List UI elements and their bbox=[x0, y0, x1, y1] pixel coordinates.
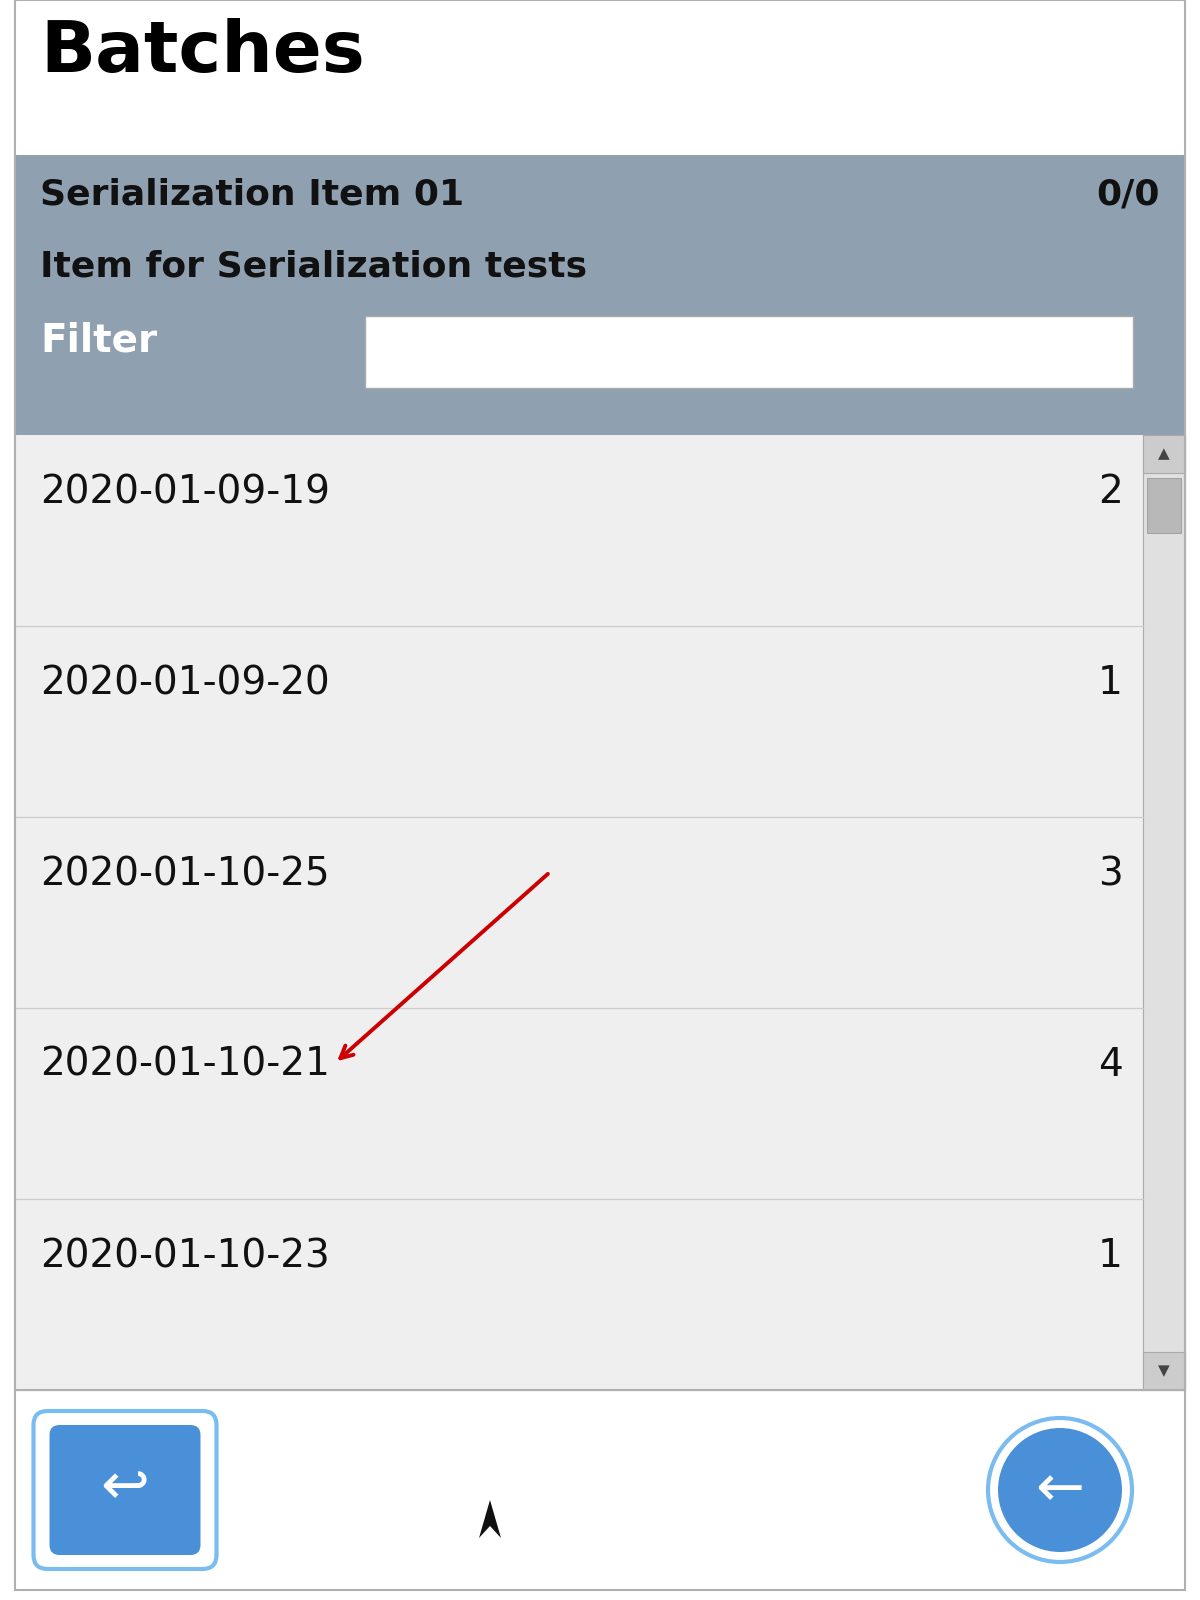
Text: Serialization Item 01: Serialization Item 01 bbox=[40, 178, 464, 211]
Bar bbox=[14, 155, 1186, 435]
Text: ▼: ▼ bbox=[1158, 1363, 1170, 1379]
Text: Batches: Batches bbox=[40, 18, 365, 86]
Bar bbox=[14, 0, 1186, 1390]
FancyBboxPatch shape bbox=[34, 1411, 216, 1570]
Bar bbox=[14, 435, 1186, 1390]
Text: 2: 2 bbox=[1098, 474, 1123, 510]
Circle shape bbox=[988, 1418, 1132, 1562]
Text: 1: 1 bbox=[1098, 1237, 1123, 1275]
Bar bbox=[365, 317, 1133, 389]
Text: 2020-01-09-20: 2020-01-09-20 bbox=[40, 664, 330, 702]
Text: 2020-01-10-21: 2020-01-10-21 bbox=[40, 1046, 330, 1085]
FancyBboxPatch shape bbox=[49, 1426, 200, 1555]
Text: ←: ← bbox=[1036, 1461, 1085, 1518]
Text: Item for Serialization tests: Item for Serialization tests bbox=[40, 250, 587, 283]
Bar bbox=[1142, 435, 1186, 474]
Text: 2020-01-09-19: 2020-01-09-19 bbox=[40, 474, 330, 510]
Circle shape bbox=[998, 1427, 1122, 1552]
Text: Filter: Filter bbox=[40, 322, 157, 358]
Text: ▲: ▲ bbox=[1158, 446, 1170, 461]
Bar bbox=[1142, 1352, 1186, 1390]
Text: 2020-01-10-23: 2020-01-10-23 bbox=[40, 1237, 330, 1275]
Text: 2020-01-10-25: 2020-01-10-25 bbox=[40, 854, 330, 893]
Bar bbox=[14, 0, 1186, 155]
Bar bbox=[1147, 478, 1181, 533]
Text: 1: 1 bbox=[1098, 664, 1123, 702]
Text: 4: 4 bbox=[1098, 1046, 1123, 1085]
Polygon shape bbox=[479, 1501, 502, 1538]
Text: ↩: ↩ bbox=[101, 1459, 150, 1517]
Text: 0/0: 0/0 bbox=[1097, 178, 1160, 211]
Text: 3: 3 bbox=[1098, 854, 1123, 893]
Bar bbox=[1142, 435, 1186, 1390]
FancyBboxPatch shape bbox=[14, 10, 1186, 1590]
